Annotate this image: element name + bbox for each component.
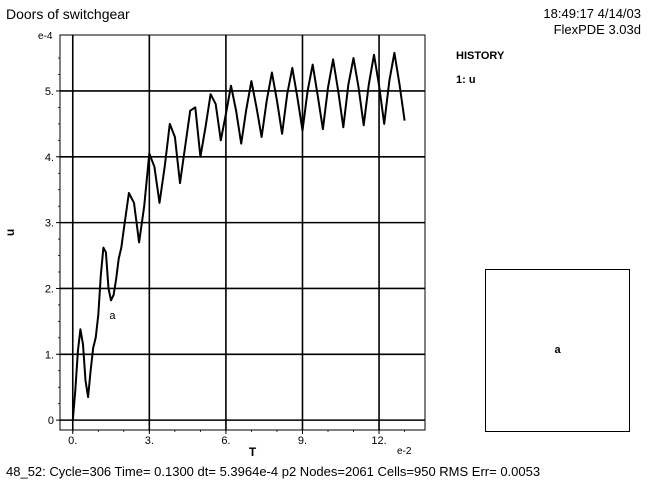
y-exponent: e-4 xyxy=(38,31,53,42)
run-timestamp: 18:49:17 4/14/03 xyxy=(543,6,641,21)
y-tick-label: 2. xyxy=(45,283,54,295)
y-tick-label: 3. xyxy=(45,218,54,230)
x-tick-label: 0. xyxy=(68,435,77,447)
y-tick-label: 0 xyxy=(48,415,54,427)
grid xyxy=(60,35,425,430)
x-tick-label: 3. xyxy=(145,435,154,447)
x-tick-label: 9. xyxy=(298,435,307,447)
legend-title: HISTORY xyxy=(456,50,505,62)
program-version: FlexPDE 3.03d xyxy=(553,22,641,37)
x-exponent: e-2 xyxy=(397,446,412,457)
legend-entry: 1: u xyxy=(456,74,476,86)
mesh-region-panel: a xyxy=(485,269,630,432)
curve-annotation: a xyxy=(109,310,116,322)
x-tick-label: 12. xyxy=(371,435,386,447)
axes xyxy=(56,34,426,434)
y-tick-label: 1. xyxy=(45,349,54,361)
series-layer xyxy=(71,51,406,421)
y-axis-label: u xyxy=(3,229,17,236)
plot-frame xyxy=(59,34,426,431)
timestamp-block: 18:49:17 4/14/03 FlexPDE 3.03d xyxy=(543,6,641,38)
x-tick-label: 6. xyxy=(221,435,230,447)
y-tick-label: 4. xyxy=(45,152,54,164)
tick-labels: 0. 3. 6. 9. 12. 0 1. 2. 3. 4. 5. xyxy=(45,86,387,447)
status-line: 48_52: Cycle=306 Time= 0.1300 dt= 5.3964… xyxy=(6,464,541,479)
axis-labels: e-4 e-2 Tu a xyxy=(3,31,412,459)
x-axis-label: T xyxy=(249,445,257,459)
mesh-region-label: a xyxy=(554,344,561,356)
y-tick-label: 5. xyxy=(45,86,54,98)
plot-title: Doors of switchgear xyxy=(6,6,130,22)
series-line-u xyxy=(71,51,406,421)
